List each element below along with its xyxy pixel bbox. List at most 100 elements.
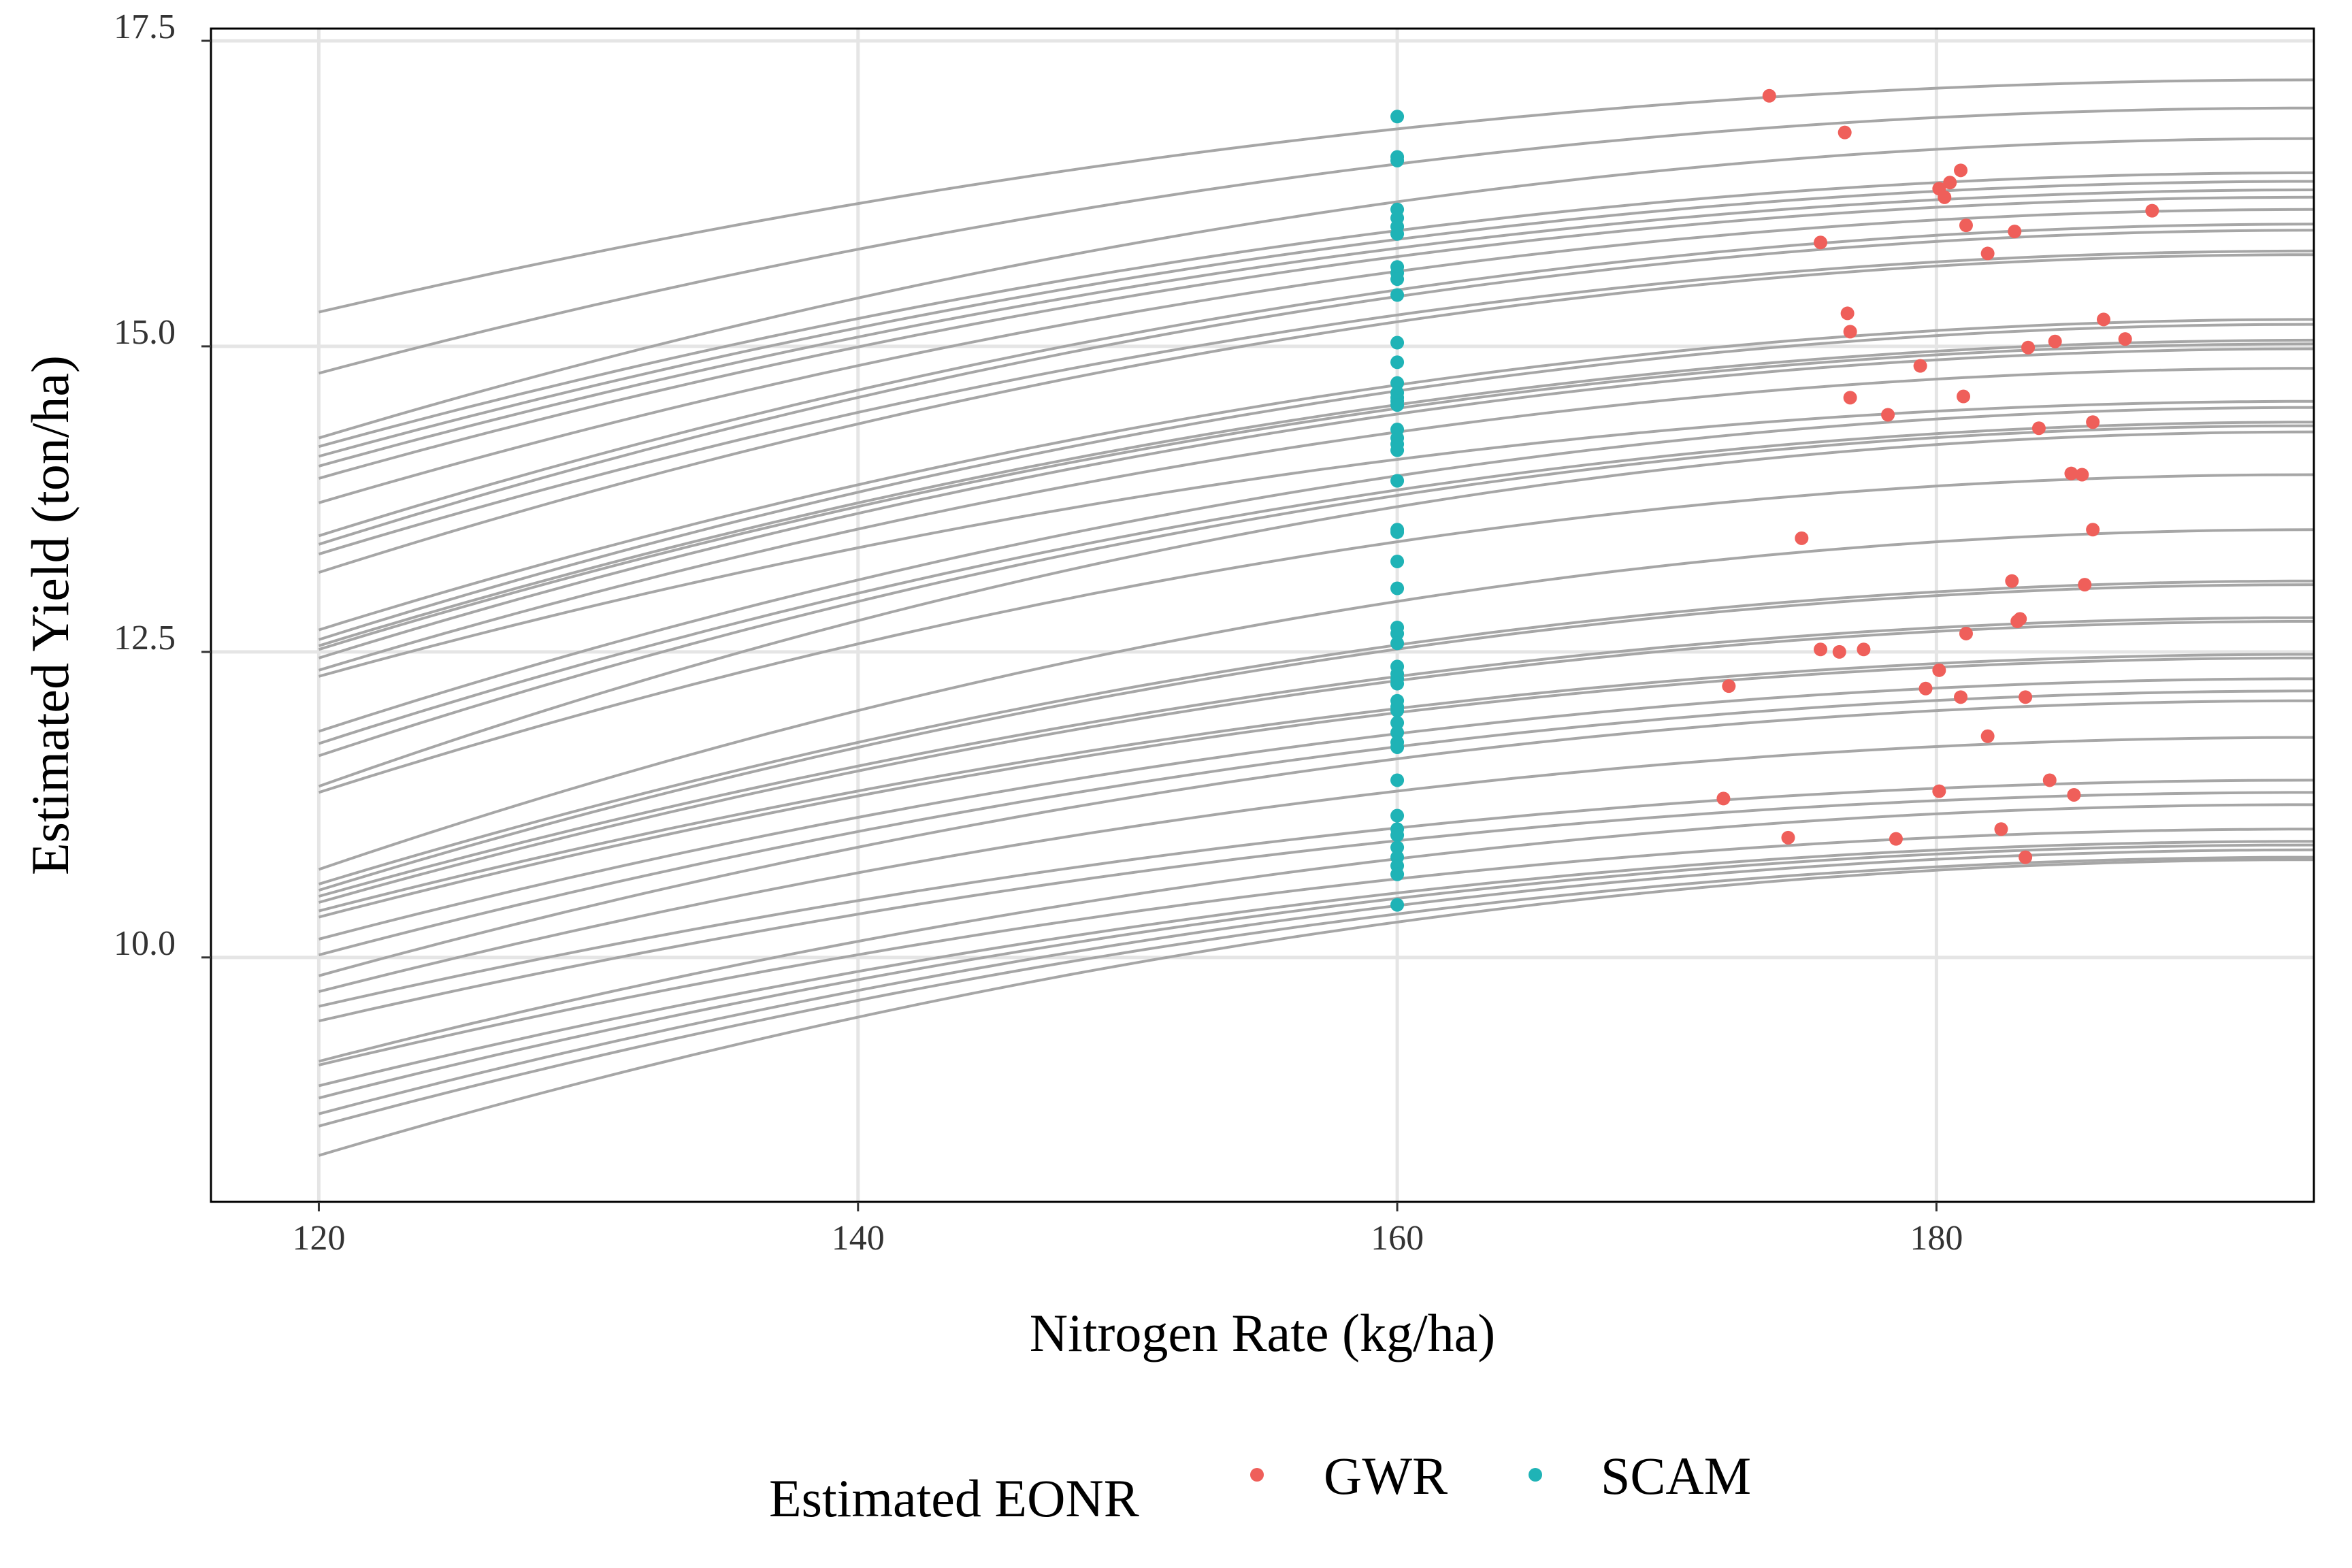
gwr-point-45 xyxy=(1994,822,2008,836)
gwr-point-27 xyxy=(2005,574,2019,588)
response-curve-9 xyxy=(318,229,2315,546)
response-curve-18 xyxy=(318,399,2315,678)
response-curve-22 xyxy=(318,430,2315,788)
scam-point-21 xyxy=(1390,443,1405,457)
y-tick-label-1: 12.5 xyxy=(114,619,176,657)
legend-gwr-label: GWR xyxy=(1324,1446,1448,1505)
x-tick-label-2: 160 xyxy=(1371,1219,1424,1258)
response-curve-20 xyxy=(318,421,2314,745)
scam-point-10 xyxy=(1390,288,1405,302)
y-tick-label-0: 10.0 xyxy=(114,924,176,963)
response-curve-19 xyxy=(318,406,2315,733)
scam-point-26 xyxy=(1390,581,1405,595)
scam-point-13 xyxy=(1390,376,1405,390)
gwr-point-39 xyxy=(2019,690,2033,704)
response-curve-16 xyxy=(318,347,2315,659)
yield-response-curves xyxy=(318,78,2315,1157)
gwr-point-40 xyxy=(1980,729,1995,743)
gwr-point-23 xyxy=(2064,466,2078,480)
gwr-point-42 xyxy=(1932,784,1946,798)
response-curve-28 xyxy=(318,620,2314,904)
plot-panel-border xyxy=(210,27,2315,1203)
response-curve-33 xyxy=(318,699,2315,977)
scam-point-49 xyxy=(1390,898,1405,912)
gwr-point-8 xyxy=(2008,225,2022,239)
response-curve-10 xyxy=(318,249,2315,556)
gwr-point-6 xyxy=(2145,203,2159,218)
gwr-point-17 xyxy=(1913,359,1927,373)
response-curve-13 xyxy=(318,323,2315,641)
scam-point-6 xyxy=(1390,227,1405,241)
gwr-point-46 xyxy=(1781,830,1795,845)
scam-point-44 xyxy=(1390,828,1405,843)
gwr-point-32 xyxy=(1814,642,1828,657)
response-curve-23 xyxy=(318,473,2315,794)
scam-point-37 xyxy=(1390,716,1405,730)
gwr-point-18 xyxy=(1843,391,1857,405)
scam-point-12 xyxy=(1390,355,1405,370)
scam-point-28 xyxy=(1390,626,1405,640)
gwr-point-12 xyxy=(2097,312,2110,327)
gwr-point-14 xyxy=(2118,332,2132,346)
gwr-point-9 xyxy=(1814,235,1828,250)
gwr-point-1 xyxy=(1838,125,1852,140)
response-curve-0 xyxy=(318,78,2315,314)
scam-point-48 xyxy=(1390,867,1405,881)
response-curve-27 xyxy=(318,616,2315,898)
gwr-point-34 xyxy=(1857,642,1871,657)
response-curve-7 xyxy=(318,208,2315,504)
response-curve-21 xyxy=(318,424,2315,757)
gwr-point-10 xyxy=(1980,246,1995,261)
legend-scam-marker xyxy=(1529,1468,1542,1482)
x-tick-label-3: 180 xyxy=(1910,1219,1963,1258)
gwr-point-36 xyxy=(1722,679,1736,693)
gwr-point-21 xyxy=(2086,415,2100,429)
y-axis-ticks: 10.0 12.5 15.0 17.5 xyxy=(114,7,211,963)
gwr-point-19 xyxy=(1957,389,1970,404)
response-curve-12 xyxy=(318,318,2315,632)
response-curve-14 xyxy=(318,338,2315,647)
y-axis-title: Estimated Yield (ton/ha) xyxy=(20,355,80,875)
response-curve-29 xyxy=(318,653,2314,913)
gwr-point-24 xyxy=(2075,468,2089,482)
gwr-point-13 xyxy=(1843,325,1857,339)
scam-point-41 xyxy=(1390,773,1405,787)
gwr-point-2 xyxy=(1954,163,1968,178)
gwr-point-16 xyxy=(2021,340,2036,355)
response-curve-35 xyxy=(318,779,2315,1008)
response-curve-34 xyxy=(318,736,2314,994)
x-tick-label-0: 120 xyxy=(292,1219,345,1258)
response-curve-37 xyxy=(318,803,2314,1063)
response-curve-30 xyxy=(318,656,2314,919)
scam-point-2 xyxy=(1390,153,1405,167)
gwr-point-35 xyxy=(1932,663,1946,677)
gwr-point-3 xyxy=(1943,176,1957,190)
x-axis-title: Nitrogen Rate (kg/ha) xyxy=(1030,1303,1495,1362)
gwr-point-47 xyxy=(1889,832,1903,846)
scam-point-25 xyxy=(1390,554,1405,568)
response-curve-31 xyxy=(318,677,2314,941)
response-curve-39 xyxy=(318,840,2315,1088)
response-curve-2 xyxy=(318,137,2315,440)
response-curve-40 xyxy=(318,843,2315,1100)
scam-point-38 xyxy=(1390,725,1405,740)
scam-point-33 xyxy=(1390,676,1405,691)
y-tick-label-3: 17.5 xyxy=(114,7,176,46)
gwr-point-30 xyxy=(2010,614,2025,628)
scam-point-36 xyxy=(1390,704,1405,718)
gwr-point-37 xyxy=(1918,681,1933,696)
scam-point-22 xyxy=(1390,474,1405,488)
response-curve-42 xyxy=(318,855,2314,1128)
response-curve-5 xyxy=(318,189,2315,468)
legend-scam-label: SCAM xyxy=(1601,1446,1751,1505)
response-curve-25 xyxy=(318,579,2315,886)
gwr-point-48 xyxy=(2019,850,2033,864)
response-curve-8 xyxy=(318,223,2315,538)
gwr-point-20 xyxy=(1881,408,1895,422)
response-curve-1 xyxy=(318,106,2315,375)
response-curve-15 xyxy=(318,342,2315,651)
gwr-point-26 xyxy=(1795,531,1809,545)
legend: Estimated EONR GWR SCAM xyxy=(769,1446,1751,1528)
response-curve-41 xyxy=(318,848,2315,1115)
response-curve-4 xyxy=(318,180,2314,458)
